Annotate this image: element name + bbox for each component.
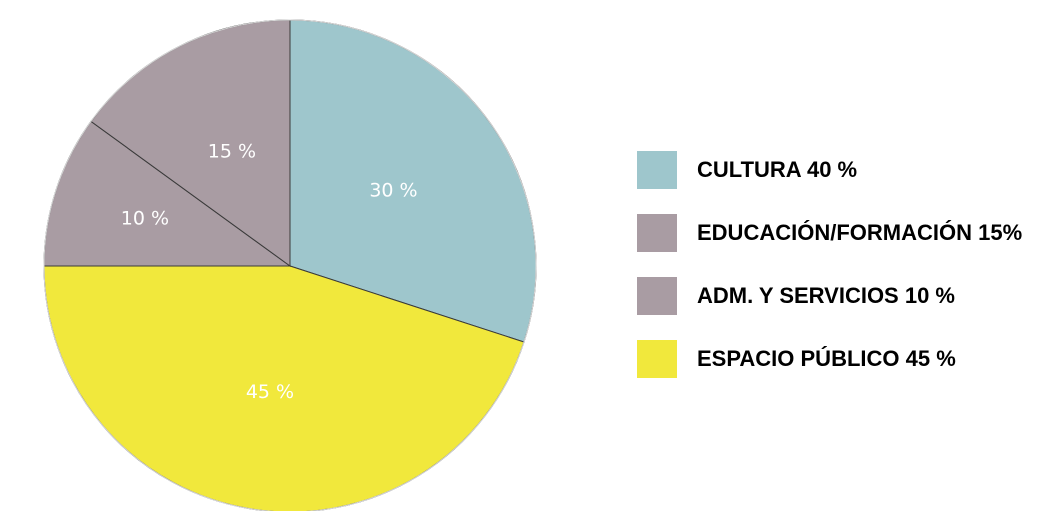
legend-label-adm: ADM. Y SERVICIOS 10 % <box>697 283 955 308</box>
legend-item-espacio: ESPACIO PÚBLICO 45 % <box>637 339 1041 379</box>
legend-item-adm: ADM. Y SERVICIOS 10 % <box>637 276 1041 316</box>
legend-swatch-educacion <box>637 214 677 252</box>
legend-swatch-espacio <box>637 340 677 378</box>
pie-outline <box>43 19 537 511</box>
slice-label-cultura: 30 % <box>369 179 417 201</box>
legend-label-educacion: EDUCACIÓN/FORMACIÓN 15% <box>697 220 1023 245</box>
legend-label-cultura: CULTURA 40 % <box>697 157 858 182</box>
legend-swatch-adm <box>637 277 677 315</box>
pie-chart: 30 % 45 % 10 % 15 % <box>43 19 537 511</box>
chart-legend: CULTURA 40 % EDUCACIÓN/FORMACIÓN 15% ADM… <box>637 150 1041 402</box>
slice-label-espacio: 45 % <box>246 381 294 403</box>
legend-item-cultura: CULTURA 40 % <box>637 150 1041 190</box>
slice-label-adm: 10 % <box>121 207 169 229</box>
slice-label-educacion: 15 % <box>208 141 256 163</box>
legend-label-espacio: ESPACIO PÚBLICO 45 % <box>697 346 956 371</box>
legend-swatch-cultura <box>637 151 677 189</box>
legend-item-educacion: EDUCACIÓN/FORMACIÓN 15% <box>637 213 1041 253</box>
